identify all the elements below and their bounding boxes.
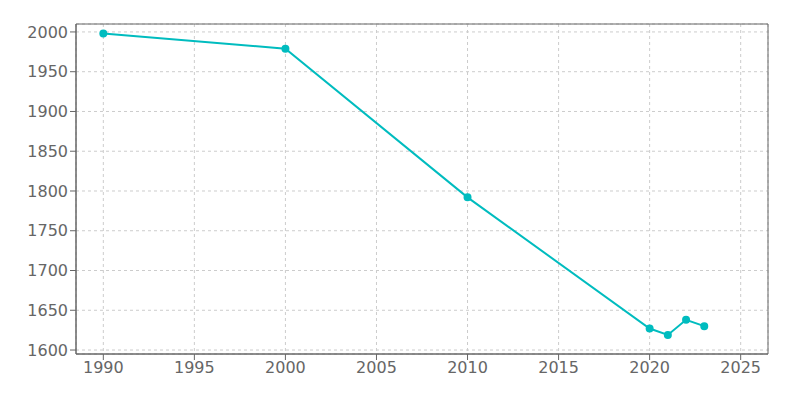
svg-text:1800: 1800 xyxy=(27,182,68,201)
svg-text:1700: 1700 xyxy=(27,261,68,280)
svg-text:2000: 2000 xyxy=(27,23,68,42)
svg-text:2000: 2000 xyxy=(265,358,306,377)
svg-text:2020: 2020 xyxy=(629,358,670,377)
svg-text:1600: 1600 xyxy=(27,341,68,360)
svg-text:1995: 1995 xyxy=(174,358,215,377)
svg-text:1900: 1900 xyxy=(27,102,68,121)
svg-text:1650: 1650 xyxy=(27,301,68,320)
svg-text:1850: 1850 xyxy=(27,142,68,161)
svg-text:1990: 1990 xyxy=(83,358,124,377)
svg-text:1950: 1950 xyxy=(27,62,68,81)
svg-text:2005: 2005 xyxy=(356,358,397,377)
svg-text:1750: 1750 xyxy=(27,221,68,240)
svg-text:2015: 2015 xyxy=(538,358,579,377)
svg-text:2010: 2010 xyxy=(447,358,488,377)
svg-text:2025: 2025 xyxy=(720,358,761,377)
